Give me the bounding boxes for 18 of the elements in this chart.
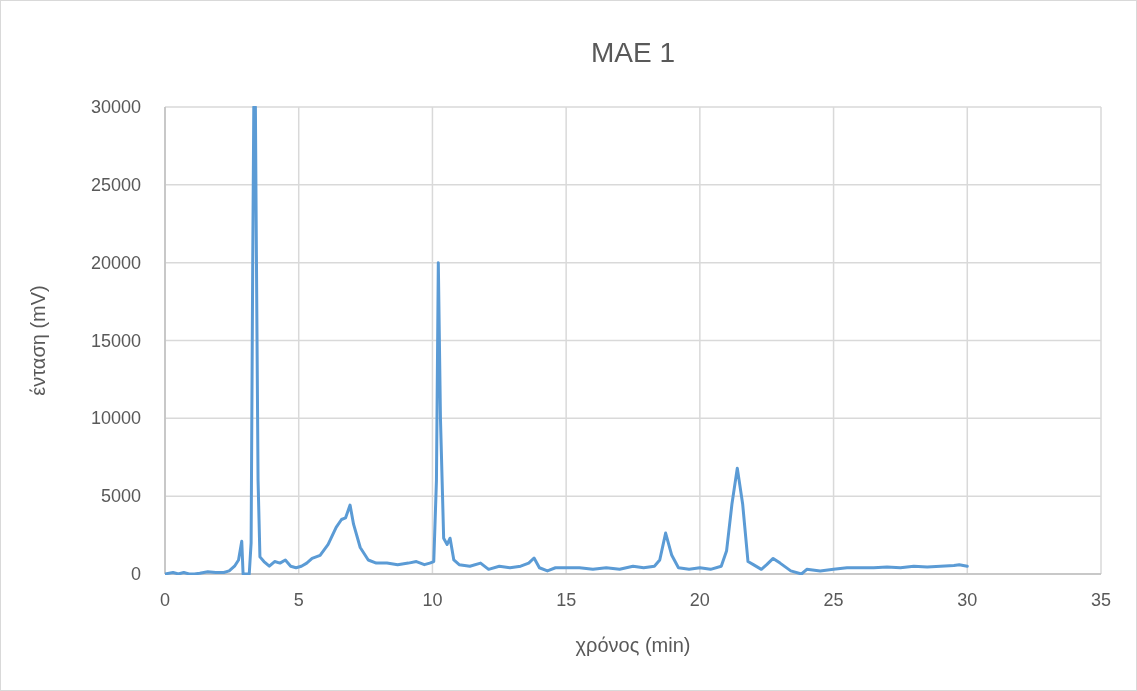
x-tick-label: 0 [159,590,171,610]
x-tick-label: 10 [422,590,443,610]
y-tick-label: 10000 [90,408,141,429]
x-tick-label: 25 [823,590,844,610]
y-tick-label: 20000 [90,252,141,273]
x-axis-title: χρόνος (min) [575,634,691,656]
y-tick-label: 0 [130,564,141,584]
x-tick-label: 20 [689,590,710,610]
y-axis-title: ένταση (mV) [27,285,49,396]
x-tick-label: 15 [556,590,577,610]
y-tick-label: 5000 [100,486,141,507]
y-tick-label: 15000 [90,330,141,351]
x-tick-label: 5 [293,590,304,610]
chart-title: MAE 1 [590,37,676,68]
x-tick-label: 35 [1090,590,1112,610]
y-tick-label: 25000 [90,174,141,195]
x-tick-label: 30 [957,590,978,610]
y-tick-label: 30000 [90,97,141,117]
